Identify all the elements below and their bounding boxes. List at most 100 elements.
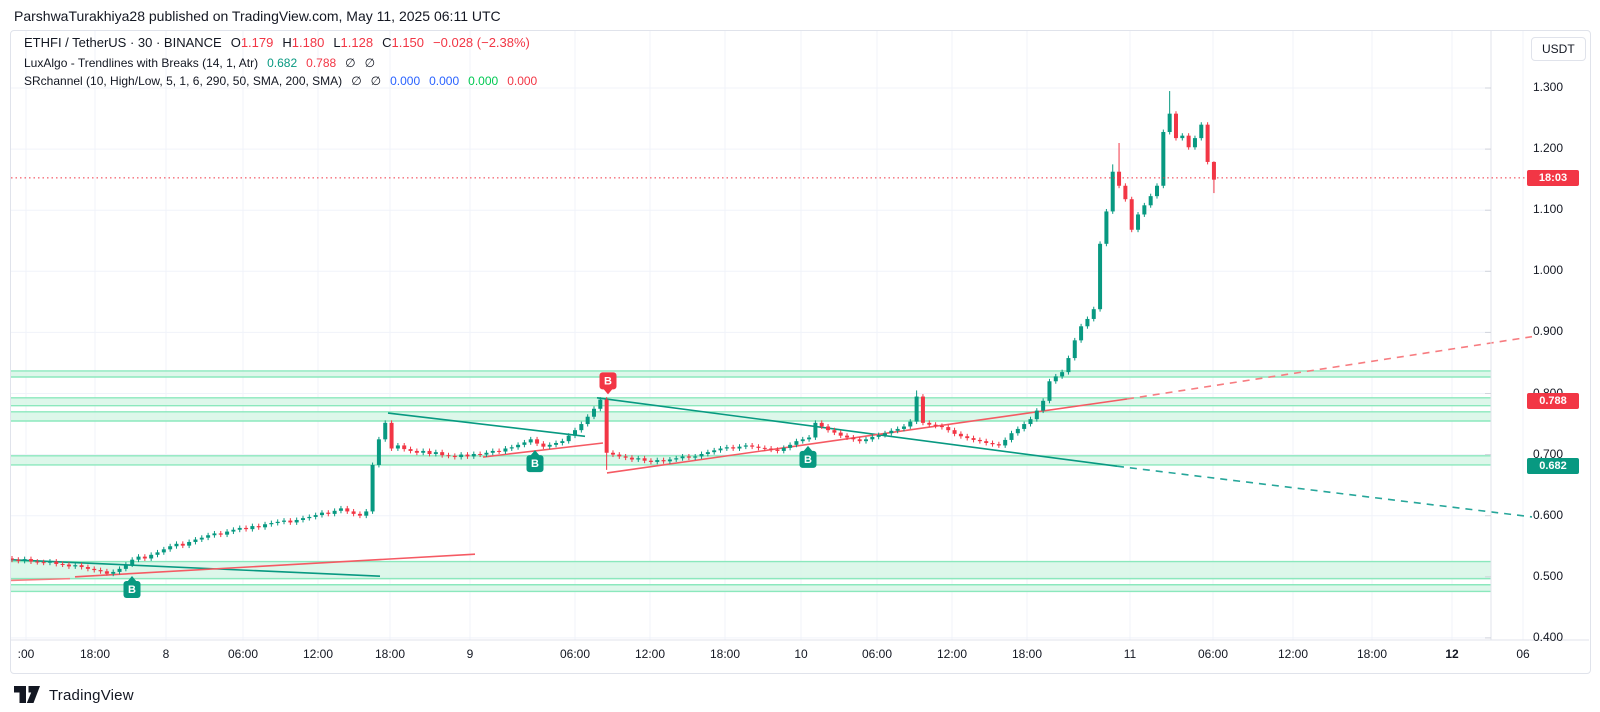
candle-body [908, 421, 913, 427]
candle-body [395, 445, 400, 449]
candle-body [864, 439, 869, 442]
price-tick-label: 1.000 [1533, 263, 1564, 278]
break-marker-label: B [128, 584, 136, 596]
sr-band [11, 561, 1491, 579]
candle-body [914, 396, 919, 422]
candle-body [433, 452, 438, 454]
candle-body [484, 452, 489, 455]
candle-body [528, 439, 533, 443]
candle-body [743, 445, 748, 447]
candle-body [573, 430, 578, 436]
candle-body [636, 458, 641, 460]
candle-body [838, 432, 843, 436]
candle-body [680, 456, 685, 459]
bar-close-countdown-badge: 18:03 [1527, 169, 1579, 186]
price-tick-label: 0.900 [1533, 324, 1564, 339]
candle-body [1136, 214, 1141, 230]
indicator-row-luxalgo[interactable]: LuxAlgo - Trendlines with Breaks (14, 1,… [24, 57, 537, 69]
candle-body [1072, 340, 1077, 359]
price-tick-label: 0.700 [1533, 446, 1564, 461]
symbol-legend-row[interactable]: ETHFI / TetherUS · 30 · BINANCE O1.179 H1.… [24, 36, 537, 49]
candle-body [440, 452, 445, 456]
candle-body [263, 524, 268, 528]
candle-body [920, 396, 925, 423]
price-tick-label: 0.500 [1533, 568, 1564, 583]
indicator-luxalgo-title: LuxAlgo - Trendlines with Breaks (14, 1,… [24, 56, 259, 70]
candle-body [168, 546, 173, 550]
candle-body [826, 426, 831, 431]
tradingview-logo-link[interactable]: TradingView [14, 686, 134, 704]
level-price-badge: 0.788 [1527, 392, 1579, 409]
break-marker-label: B [804, 454, 812, 466]
candle-body [560, 441, 565, 443]
candle-body [712, 450, 717, 453]
time-tick-label: 06:00 [227, 647, 259, 661]
time-tick-label: 12:00 [936, 647, 968, 661]
candle-body [1009, 433, 1014, 440]
candle-body [1123, 185, 1128, 200]
candle-body [288, 520, 293, 523]
candle-body [845, 435, 850, 438]
candle-body [1192, 138, 1197, 148]
candle-body [300, 518, 305, 520]
candle-body [1186, 135, 1191, 148]
candle-body [990, 442, 995, 445]
candle-body [130, 559, 135, 565]
candle-body [142, 556, 147, 559]
candle-body [187, 541, 192, 546]
candle-body [319, 512, 324, 516]
candle-body [357, 513, 362, 516]
candle-body [497, 450, 502, 452]
time-tick-label: 18:00 [709, 647, 741, 661]
candle-body [225, 531, 230, 535]
candle-body [674, 458, 679, 460]
candle-body [231, 529, 236, 532]
time-tick-label: 06:00 [861, 647, 893, 661]
candle-body [984, 441, 989, 443]
candle-body [629, 457, 634, 460]
candle-body [427, 450, 432, 454]
indicator-row-srchannel[interactable]: SRchannel (10, High/Low, 5, 1, 6, 290, 5… [24, 75, 537, 87]
symbol-title: ETHFI / TetherUS · 30 · BINANCE [24, 35, 222, 50]
candle-body [1060, 372, 1065, 377]
candle-body [389, 422, 394, 449]
candle-body [547, 444, 552, 447]
candle-body [965, 436, 970, 439]
candle-body [895, 428, 900, 431]
trendline [482, 442, 604, 458]
candle-body [313, 515, 318, 517]
candle-body [452, 455, 457, 458]
ohlc-values: O1.179 H1.180 L1.128 C1.150 [230, 35, 425, 50]
trendline [74, 553, 476, 578]
candle-body [79, 565, 84, 568]
candle-body [376, 439, 381, 465]
candle-body [585, 416, 590, 425]
candle-body [591, 408, 596, 417]
candle-body [661, 460, 666, 462]
publish-info: ParshwaTurakhiya28 published on TradingV… [14, 8, 501, 24]
tradingview-logo-icon [14, 686, 40, 703]
currency-toggle-button[interactable]: USDT [1531, 37, 1586, 61]
candle-body [250, 526, 255, 530]
break-marker-box [799, 450, 817, 468]
candle-body [901, 426, 906, 429]
candle-body [1098, 243, 1103, 310]
candle-body [465, 454, 470, 457]
candle-body [282, 520, 287, 522]
candle-body [1205, 124, 1210, 162]
candle-body [604, 399, 609, 453]
time-tick-label: 18:00 [1356, 647, 1388, 661]
time-tick-label: 12:00 [1277, 647, 1309, 661]
time-tick-label: 8 [162, 647, 170, 661]
candle-body [206, 535, 211, 538]
candle-body [724, 447, 729, 449]
price-tick-label: 1.300 [1533, 80, 1564, 94]
candle-body [161, 549, 166, 553]
trendline [9, 558, 381, 577]
candle-body [402, 445, 407, 450]
change-value: −0.028 (−2.38%) [433, 35, 530, 50]
break-marker-label: B [531, 458, 539, 470]
candle-body [1041, 400, 1046, 411]
candle-body [351, 511, 356, 514]
